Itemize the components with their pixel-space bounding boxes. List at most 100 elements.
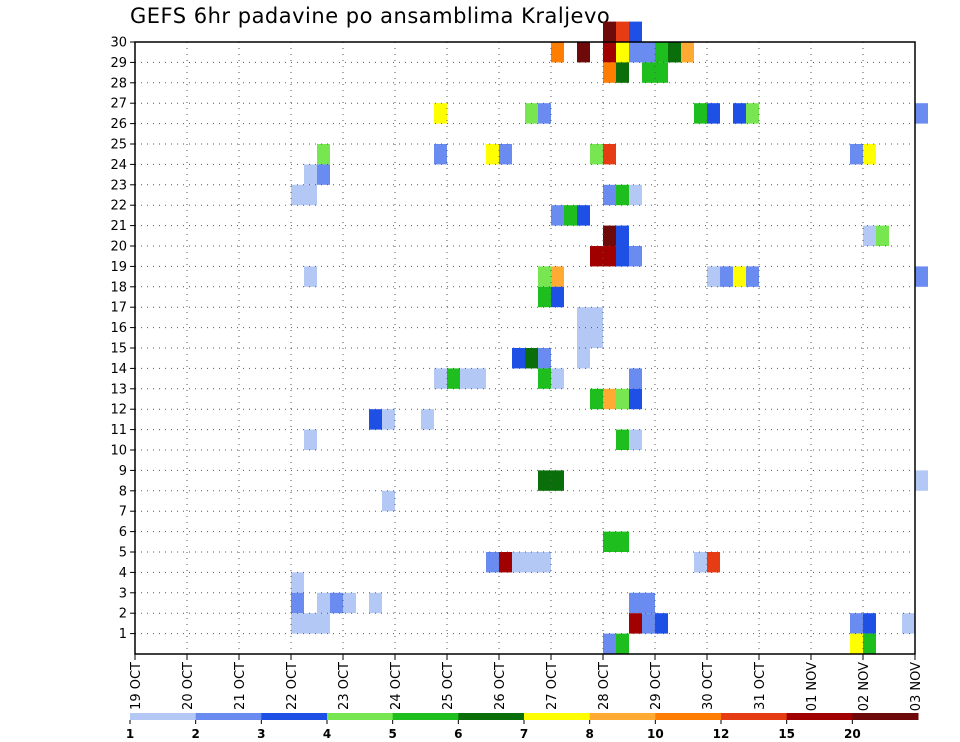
heatmap-cell (733, 266, 746, 287)
heatmap-cell (616, 42, 629, 63)
legend-color-swatch (589, 713, 656, 720)
heatmap-cell (707, 266, 720, 287)
y-tick-label: 21 (110, 219, 127, 234)
heatmap-cell (616, 633, 629, 654)
legend-label: 10 (647, 727, 664, 741)
heatmap-cell (603, 21, 616, 42)
heatmap-cell (590, 246, 603, 267)
heatmap-cell (421, 409, 434, 430)
heatmap-cell (655, 42, 668, 63)
y-tick-label: 6 (119, 525, 127, 540)
heatmap-cell (629, 246, 642, 267)
x-tick-label: 26 OCT (493, 662, 508, 710)
heatmap-cell (915, 103, 928, 124)
heatmap-cell (629, 184, 642, 206)
x-tick-label: 21 OCT (233, 662, 248, 710)
heatmap-cell (915, 266, 928, 287)
legend-label: 15 (778, 727, 795, 741)
heatmap-cell (707, 552, 720, 573)
heatmap-cell (863, 613, 876, 634)
y-tick-label: 17 (110, 301, 127, 316)
y-tick-label: 24 (110, 158, 127, 173)
legend-label: 2 (191, 727, 199, 741)
legend-label: 12 (713, 727, 730, 741)
y-tick-label: 7 (119, 505, 127, 520)
legend-label: 5 (388, 727, 396, 741)
heatmap-cell (863, 633, 876, 654)
heatmap-cell (343, 592, 356, 614)
heatmap-cell (577, 327, 590, 348)
heatmap-cell (642, 613, 655, 634)
heatmap-cell (629, 42, 642, 63)
heatmap-cell (577, 348, 590, 369)
heatmap-cell (629, 388, 642, 410)
heatmap-cell (915, 470, 928, 491)
heatmap-cell (616, 21, 629, 42)
heatmap-cell (603, 62, 616, 83)
heatmap-cell (434, 368, 447, 389)
heatmap-cell (681, 42, 694, 63)
heatmap-cell (668, 42, 681, 63)
heatmap-cell (551, 42, 564, 63)
heatmap-cell (499, 552, 512, 573)
heatmap-cell (317, 164, 330, 185)
y-tick-label: 14 (110, 362, 127, 377)
heatmap-cell (616, 246, 629, 267)
heatmap-cell (850, 144, 863, 165)
heatmap-cell (304, 429, 317, 450)
heatmap-cell (525, 552, 538, 573)
heatmap-cell (642, 62, 655, 83)
heatmap-cell (863, 225, 876, 246)
heatmap-cell (603, 388, 616, 410)
heatmap-cell (629, 368, 642, 389)
legend-label: 20 (844, 727, 861, 741)
y-tick-label: 18 (110, 280, 127, 295)
heatmap-cell (317, 613, 330, 634)
heatmap-cell (577, 42, 590, 63)
heatmap-cell (382, 409, 395, 430)
heatmap-cell (551, 286, 564, 308)
heatmap-cell (642, 42, 655, 63)
x-tick-label: 01 NOV (805, 662, 820, 711)
y-tick-label: 1 (119, 627, 127, 642)
heatmap-cell (538, 266, 551, 287)
heatmap-cell (629, 21, 642, 42)
x-tick-label: 24 OCT (389, 662, 404, 710)
y-tick-label: 22 (110, 199, 127, 214)
heatmap-cell (577, 307, 590, 328)
heatmap-cell (551, 205, 564, 226)
heatmap-cell (616, 225, 629, 246)
heatmap-cell (486, 144, 499, 165)
y-tick-label: 15 (110, 342, 127, 357)
heatmap-cell (486, 552, 499, 573)
y-tick-label: 8 (119, 484, 127, 499)
heatmap-cell (603, 225, 616, 246)
legend-label: 6 (454, 727, 462, 741)
legend-label: 8 (585, 727, 593, 741)
x-tick-label: 28 OCT (597, 662, 612, 710)
heatmap-cell (629, 613, 642, 634)
x-tick-label: 31 OCT (753, 662, 768, 710)
legend-color-swatch (458, 713, 525, 720)
y-tick-label: 26 (110, 117, 127, 132)
legend-color-swatch (786, 713, 853, 720)
heatmap-cell (382, 490, 395, 512)
heatmap-cell (655, 613, 668, 634)
heatmap-cell (304, 613, 317, 634)
x-tick-label: 29 OCT (649, 662, 664, 710)
x-tick-label: 25 OCT (441, 662, 456, 710)
heatmap-cell (304, 184, 317, 206)
legend-color-swatch (261, 713, 328, 720)
heatmap-cell (603, 144, 616, 165)
y-tick-label: 13 (110, 382, 127, 397)
y-tick-label: 16 (110, 321, 127, 336)
y-tick-label: 12 (110, 403, 127, 418)
heatmap-cell (460, 368, 473, 389)
heatmap-cell (616, 184, 629, 206)
heatmap-cell (538, 552, 551, 573)
heatmap-cell (590, 327, 603, 348)
heatmap-cell (564, 205, 577, 226)
heatmap-cell (304, 266, 317, 287)
heatmap-cell (434, 103, 447, 124)
x-tick-label: 22 OCT (285, 662, 300, 710)
